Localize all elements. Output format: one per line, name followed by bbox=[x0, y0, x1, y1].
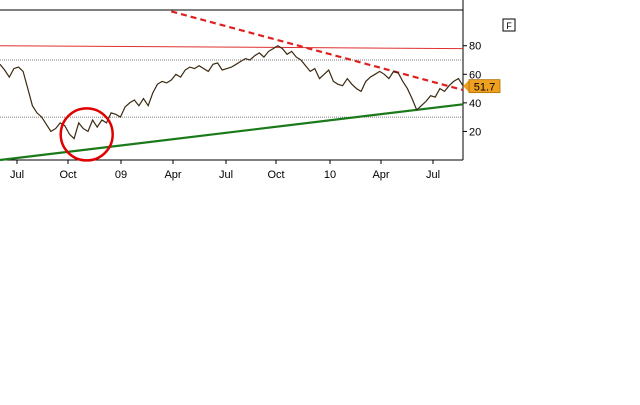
annotation-circle-1 bbox=[59, 107, 114, 162]
y-tick-label: 80 bbox=[469, 41, 481, 53]
series-layer bbox=[0, 44, 464, 140]
trendline-1 bbox=[171, 10, 464, 92]
chart-frame bbox=[0, 0, 464, 161]
x-tick-label: Oct bbox=[59, 169, 76, 181]
f-button-box[interactable] bbox=[502, 18, 516, 32]
x-tick-label: Jul bbox=[10, 169, 24, 181]
last-value-label: 51.7 bbox=[474, 82, 495, 94]
y-tick-label: 20 bbox=[469, 126, 481, 138]
annotations bbox=[59, 107, 114, 162]
trendline-2 bbox=[0, 103, 464, 162]
grid-lines bbox=[0, 59, 463, 118]
last-value-marker: 51.7 bbox=[463, 79, 501, 94]
x-axis-ticks: Jul Oct 09 Apr Jul Oct 10 Apr Jul bbox=[10, 160, 440, 181]
x-tick-label: 09 bbox=[115, 169, 127, 181]
x-tick-label: Jul bbox=[426, 169, 440, 181]
rsi-series-line bbox=[0, 44, 464, 140]
x-tick-label: Jul bbox=[219, 169, 233, 181]
y-tick-label: 60 bbox=[469, 69, 481, 81]
y-axis-ticks: 20 40 60 80 bbox=[463, 41, 481, 138]
f-button[interactable]: F bbox=[502, 18, 516, 32]
trendline-3 bbox=[0, 45, 464, 50]
trendlines bbox=[0, 10, 464, 162]
x-tick-label: Apr bbox=[372, 169, 389, 181]
last-value-badge bbox=[468, 79, 501, 94]
x-tick-label: 10 bbox=[324, 169, 336, 181]
f-button-label[interactable]: F bbox=[506, 21, 512, 31]
y-tick-label: 40 bbox=[469, 98, 481, 110]
x-tick-label: Oct bbox=[267, 169, 284, 181]
x-tick-label: Apr bbox=[164, 169, 181, 181]
last-value-pointer bbox=[463, 80, 469, 93]
